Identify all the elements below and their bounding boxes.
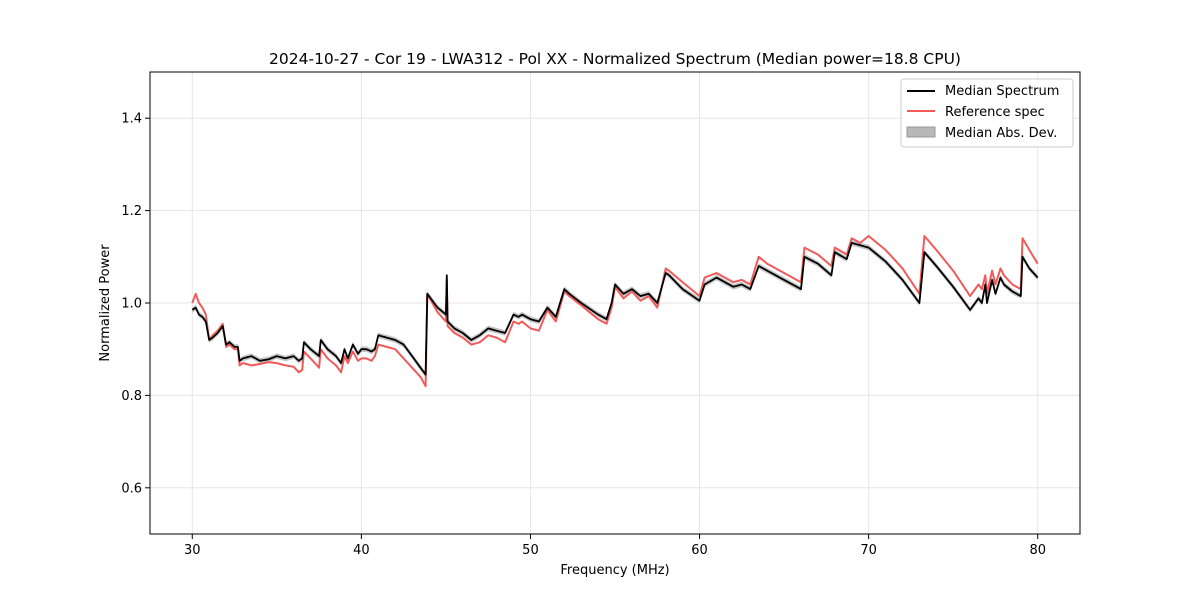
y-tick-label: 0.8 [121, 389, 142, 404]
x-tick-label: 40 [353, 543, 370, 558]
y-tick-label: 1.0 [121, 297, 142, 312]
mad-band [192, 240, 1038, 378]
chart-title: 2024-10-27 - Cor 19 - LWA312 - Pol XX - … [269, 50, 961, 68]
y-axis-ticks: 0.6 0.8 1.0 1.2 1.4 [121, 112, 150, 496]
median-series [191, 241, 1039, 376]
y-tick-label: 1.4 [121, 112, 142, 127]
x-tick-label: 80 [1029, 543, 1046, 558]
legend-box [900, 78, 1074, 148]
legend-reference-label: Reference spec [945, 105, 1045, 120]
legend-mad-swatch [906, 126, 936, 138]
x-tick-label: 50 [522, 543, 539, 558]
y-tick-label: 1.2 [121, 204, 142, 219]
mad-band-area [192, 240, 1038, 378]
median-spectrum-line [191, 241, 1039, 376]
legend: Median Spectrum Reference spec Median Ab… [900, 78, 1074, 148]
legend-median-label: Median Spectrum [945, 84, 1059, 99]
legend-mad-label: Median Abs. Dev. [945, 126, 1057, 141]
x-axis-ticks: 30 40 50 60 70 80 [184, 534, 1046, 558]
reference-series [191, 235, 1039, 388]
y-tick-label: 0.6 [121, 481, 142, 496]
y-axis-title: Normalized Power [98, 244, 113, 362]
x-tick-label: 70 [860, 543, 877, 558]
x-axis-title: Frequency (MHz) [560, 563, 669, 578]
x-tick-label: 60 [691, 543, 708, 558]
reference-spectrum-line [191, 235, 1039, 388]
grid-lines [150, 72, 1080, 534]
x-tick-label: 30 [184, 543, 201, 558]
